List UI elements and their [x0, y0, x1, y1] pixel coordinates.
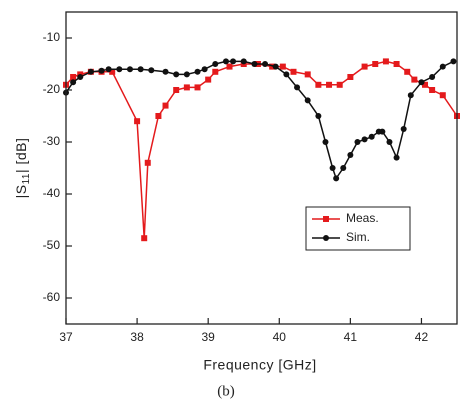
marker — [173, 87, 180, 93]
marker — [333, 175, 340, 182]
y-tick-label: -60 — [43, 290, 61, 304]
legend-label: Sim. — [346, 230, 370, 244]
y-tick-label: -10 — [43, 30, 61, 44]
marker — [137, 66, 144, 73]
marker — [326, 81, 333, 88]
marker — [439, 63, 446, 70]
marker — [404, 68, 411, 75]
y-axis-title-sub: 11 — [21, 173, 32, 184]
marker — [283, 71, 290, 78]
marker — [98, 67, 105, 74]
legend: Meas. Sim. — [305, 206, 411, 251]
marker — [148, 67, 155, 74]
marker — [294, 84, 301, 91]
marker — [226, 63, 233, 70]
caption: (b) — [217, 383, 235, 399]
marker — [411, 76, 418, 83]
marker — [361, 136, 368, 143]
marker — [340, 165, 347, 171]
marker — [70, 79, 77, 86]
marker — [105, 66, 112, 73]
x-axis-title: Frequency [GHz] — [203, 357, 316, 373]
x-tick-label: 40 — [273, 330, 287, 344]
marker — [418, 79, 425, 86]
y-axis-title-part: |S — [13, 184, 29, 198]
marker — [368, 133, 375, 140]
marker — [347, 152, 354, 158]
plot-frame — [65, 11, 458, 325]
marker — [141, 235, 148, 242]
marker — [183, 71, 190, 78]
marker — [386, 139, 393, 145]
marker — [382, 58, 389, 65]
marker — [422, 81, 429, 88]
marker — [201, 66, 208, 73]
marker — [230, 58, 237, 65]
marker — [194, 68, 201, 75]
marker — [194, 84, 201, 91]
marker — [70, 74, 77, 80]
marker — [205, 76, 212, 83]
marker — [155, 113, 162, 119]
marker — [222, 58, 229, 65]
x-tick-label: 41 — [344, 330, 358, 344]
marker — [315, 81, 322, 88]
marker — [212, 61, 219, 67]
marker — [304, 97, 311, 104]
marker — [162, 102, 169, 109]
marker — [116, 66, 123, 73]
marker — [109, 68, 116, 75]
marker — [212, 68, 219, 75]
marker — [262, 61, 269, 67]
marker — [379, 128, 386, 135]
legend-box — [305, 206, 411, 251]
marker — [134, 118, 141, 125]
marker — [322, 139, 329, 145]
y-tick-label: -30 — [43, 134, 61, 148]
x-tick-label: 37 — [59, 330, 73, 344]
x-tick-label: 42 — [415, 330, 429, 344]
marker — [77, 74, 84, 80]
marker — [251, 61, 258, 67]
series-line — [65, 60, 454, 181]
marker — [361, 63, 368, 70]
marker — [400, 126, 407, 132]
marker — [450, 58, 457, 65]
marker — [279, 63, 286, 70]
marker — [290, 68, 297, 75]
marker — [173, 71, 180, 78]
marker — [429, 87, 436, 93]
marker — [372, 61, 379, 67]
legend-marker — [323, 216, 329, 222]
marker — [347, 74, 354, 80]
marker — [183, 84, 190, 91]
marker — [269, 63, 276, 70]
y-tick-label: -50 — [43, 238, 61, 252]
marker — [315, 113, 322, 119]
legend-label: Meas. — [346, 211, 379, 225]
y-axis-title-part: | [dB] — [13, 138, 29, 173]
x-tick-label: 38 — [130, 330, 144, 344]
marker — [336, 81, 343, 88]
marker — [162, 68, 169, 75]
y-tick-label: -40 — [43, 186, 61, 200]
marker — [304, 71, 311, 78]
y-axis-title: |S11| [dB] — [13, 138, 32, 199]
marker — [407, 92, 414, 99]
marker — [439, 92, 446, 99]
marker — [126, 66, 133, 73]
marker — [393, 61, 400, 67]
marker — [429, 74, 436, 80]
legend-marker — [323, 235, 329, 241]
marker — [144, 159, 151, 166]
marker — [272, 63, 279, 70]
marker — [240, 58, 247, 65]
x-tick-label: 39 — [202, 330, 216, 344]
marker — [329, 165, 336, 171]
y-tick-label: -20 — [43, 82, 61, 96]
marker — [87, 68, 94, 75]
marker — [393, 154, 400, 161]
marker — [354, 139, 361, 145]
